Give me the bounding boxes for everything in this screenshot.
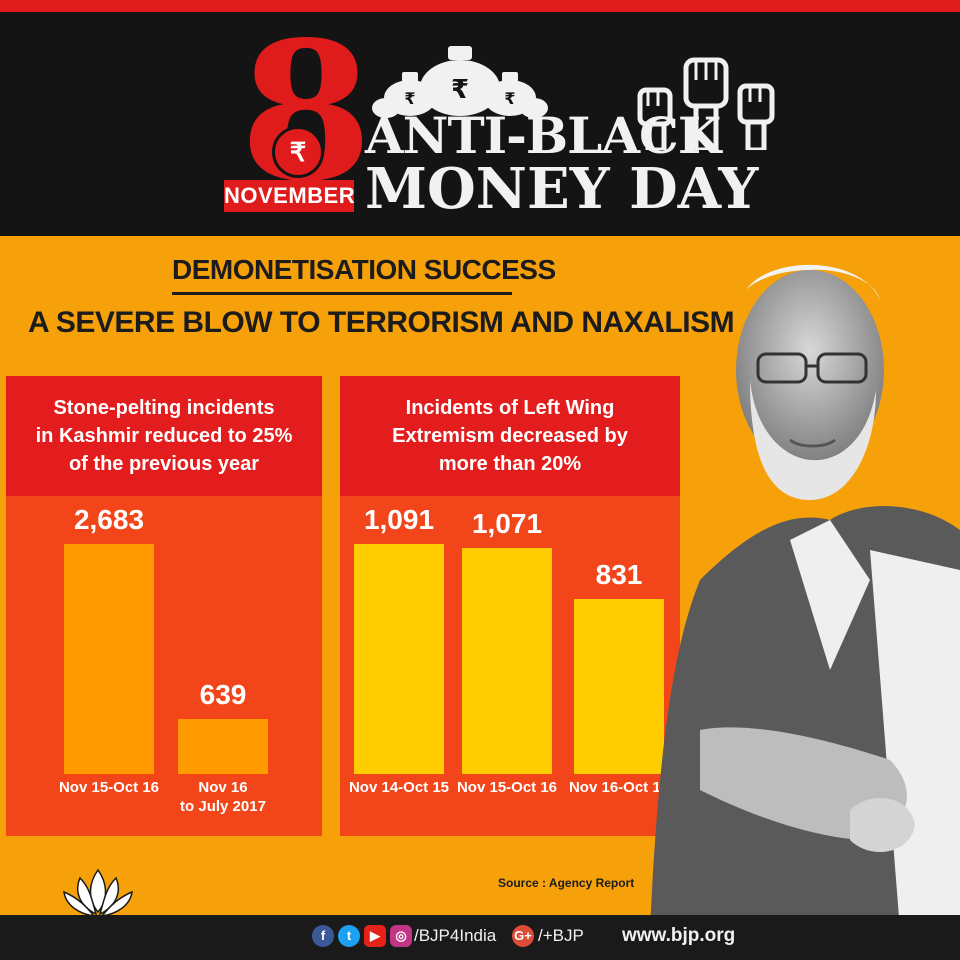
leader-portrait xyxy=(650,264,960,930)
top-red-stripe xyxy=(0,0,960,12)
social-handle[interactable]: /BJP4India xyxy=(414,926,497,945)
heading-secondary: A SEVERE BLOW TO TERRORISM AND NAXALISM xyxy=(28,306,735,339)
category-label-line: Nov 15-Oct 16 xyxy=(456,779,558,796)
header-banner: 8 ₹ NOVEMBER ₹ ₹ ₹ xyxy=(0,0,960,236)
title-line-2: MONEY DAY xyxy=(365,156,759,222)
heading-underline xyxy=(172,292,512,295)
heading-primary: DEMONETISATION SUCCESS xyxy=(172,254,556,286)
day-number: 8 xyxy=(240,0,373,223)
category-label-line: Nov 15-Oct 16 xyxy=(58,779,160,796)
chart-bar xyxy=(178,719,268,774)
bar-value-label: 1,071 xyxy=(471,508,543,539)
chart-bar xyxy=(574,599,664,774)
svg-text:₹: ₹ xyxy=(404,89,415,108)
party-logo-lotus-icon xyxy=(63,868,133,948)
chart-bar xyxy=(354,544,444,774)
google-plus-handle[interactable]: /+BJP xyxy=(538,926,584,945)
chart-title-line: more than 20% xyxy=(438,453,582,475)
heading-block: DEMONETISATION SUCCESS xyxy=(172,254,556,295)
source-note: Source : Agency Report xyxy=(498,876,635,890)
chart-title-line: in Kashmir reduced to 25% xyxy=(35,425,293,447)
website-link[interactable]: www.bjp.org xyxy=(622,925,736,946)
google-plus-icon[interactable]: G+ xyxy=(512,925,534,947)
bar-value-label: 2,683 xyxy=(73,504,145,535)
footer-bar: f t ▶ ◎ /BJP4India G+ /+BJP www.bjp.org xyxy=(0,915,960,960)
chart-title-line: Incidents of Left Wing xyxy=(405,397,615,419)
youtube-icon[interactable]: ▶ xyxy=(364,925,386,947)
svg-text:₹: ₹ xyxy=(451,75,469,105)
instagram-icon[interactable]: ◎ xyxy=(390,925,412,947)
chart-title-line: Extremism decreased by xyxy=(392,425,628,447)
category-label: Nov 16 to July 2017 xyxy=(163,778,283,816)
heading-primary-part2: SUCCESS xyxy=(423,254,556,285)
money-bags-icon: ₹ ₹ ₹ xyxy=(372,46,548,118)
chart-title-line: Stone-pelting incidents xyxy=(53,397,275,419)
day-number-badge: 8 xyxy=(240,0,373,223)
chart-bar xyxy=(462,548,552,774)
chart-title: Incidents of Left Wing Extremism decreas… xyxy=(340,376,680,496)
bar-value-label: 639 xyxy=(199,679,247,710)
raised-fists-icon xyxy=(637,57,775,150)
bar-value-label: 1,091 xyxy=(363,504,435,535)
category-label: Nov 15-Oct 16 xyxy=(49,778,169,797)
title-line-1: ANTI-BLACK xyxy=(365,106,721,165)
facebook-icon[interactable]: f xyxy=(312,925,334,947)
chart-bar xyxy=(64,544,154,774)
rupee-bag-icon: ₹ xyxy=(272,126,324,178)
twitter-icon[interactable]: t xyxy=(338,925,360,947)
lwe-chart-panel: Incidents of Left Wing Extremism decreas… xyxy=(340,376,680,836)
category-label-line: Nov 16-Oct 17 xyxy=(568,779,670,796)
heading-primary-part1: DEMONETISATION xyxy=(172,254,424,285)
category-label-line: Nov 14-Oct 15 xyxy=(348,779,450,796)
category-label: Nov 16-Oct 17 xyxy=(559,778,679,797)
stone-pelting-chart-panel: Stone-pelting incidents in Kashmir reduc… xyxy=(6,376,322,836)
bar-value-label: 831 xyxy=(595,559,643,590)
svg-text:₹: ₹ xyxy=(504,89,515,108)
category-label-line: to July 2017 xyxy=(180,798,266,815)
category-label: Nov 14-Oct 15 xyxy=(340,778,459,797)
chart-title: Stone-pelting incidents in Kashmir reduc… xyxy=(6,376,322,496)
category-label: Nov 15-Oct 16 xyxy=(447,778,567,797)
chart-title-line: of the previous year xyxy=(68,453,260,475)
month-label: NOVEMBER xyxy=(224,180,355,212)
category-label-line: Nov 16 xyxy=(198,779,248,796)
